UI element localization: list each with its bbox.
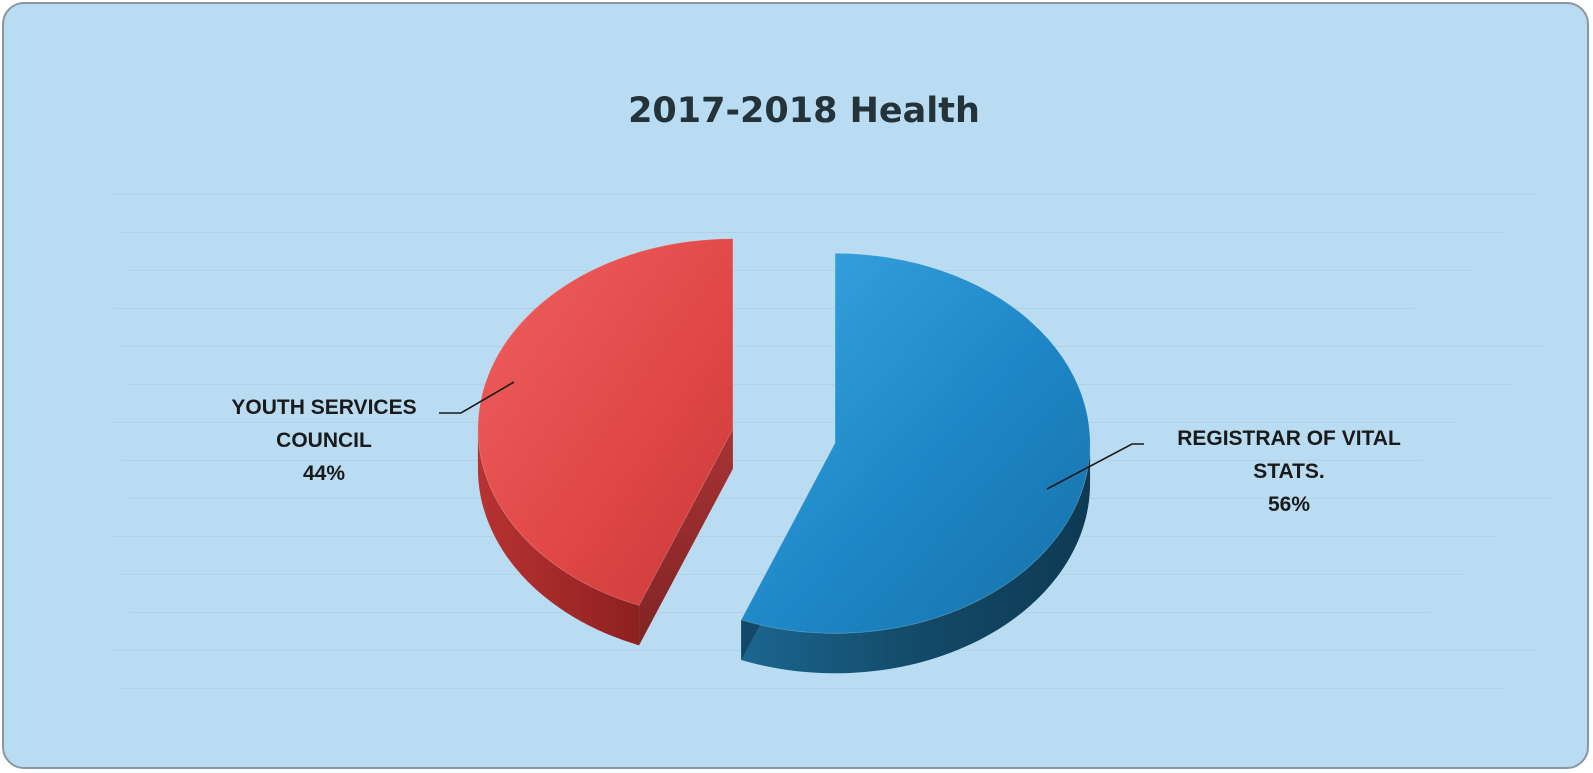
ghost-line: [122, 460, 1422, 461]
registrar-vital-stats-slice-side: [741, 443, 1091, 674]
ghost-line: [130, 384, 1510, 385]
ghost-line: [122, 346, 1542, 347]
youth-services-label: COUNCIL: [276, 429, 372, 452]
youth-services-label: YOUTH SERVICES: [231, 396, 416, 419]
pie-plot-area: YOUTH SERVICES COUNCIL 44% REGISTRAR OF VIT…: [231, 238, 1401, 674]
registrar-vital-stats-leader-line: [1046, 443, 1144, 490]
chart-title: 2017-2018 Health: [628, 91, 980, 131]
ghost-line: [130, 270, 1470, 271]
youth-services-slice-cut-0: [639, 428, 733, 646]
registrar-vital-stats-label: REGISTRAR OF VITAL: [1177, 427, 1401, 450]
youth-services-slice-side: [477, 428, 640, 646]
youth-services-slice: [477, 238, 734, 606]
registrar-vital-stats-slice: [740, 252, 1091, 634]
ghost-line: [114, 308, 1414, 309]
ghost-line: [114, 422, 1454, 423]
registrar-vital-stats-label: STATS.: [1253, 460, 1325, 483]
youth-services-percent-label: 44%: [303, 462, 345, 485]
ghost-line: [122, 232, 1502, 233]
pie-chart: 2017-2018 Health YOUTH SERVICES COUNCIL 44…: [114, 91, 1550, 689]
ghost-line: [114, 194, 1534, 195]
registrar-vital-stats-percent-label: 56%: [1268, 493, 1310, 516]
ghost-line: [122, 688, 1502, 689]
youth-services-leader-line: [439, 381, 515, 414]
